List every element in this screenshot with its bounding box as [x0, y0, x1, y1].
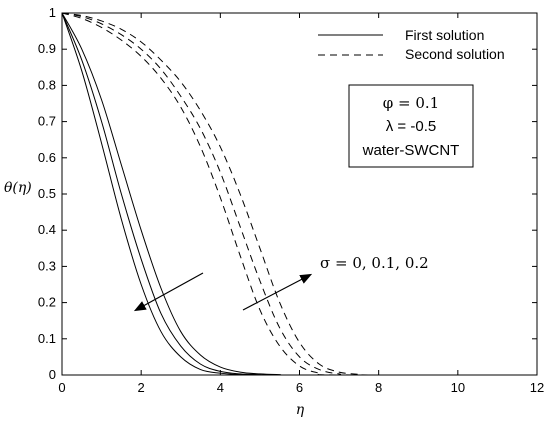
axis-ticks [61, 12, 538, 376]
x-tick-label: 10 [451, 380, 465, 395]
second-solution-curve-1 [61, 12, 537, 376]
y-tick-label: 0.3 [38, 258, 56, 273]
tick-labels: 0 2 4 6 8 10 12 0 0.1 0.2 0.3 0.4 0.5 0.6 0.7 0.8 0.9 1 [38, 5, 544, 395]
plot-frame [61, 12, 538, 376]
x-tick-label: 0 [58, 380, 65, 395]
x-axis-label: η [296, 402, 305, 418]
x-tick-label: 4 [217, 380, 224, 395]
parameter-fluid: water-SWCNT [362, 142, 460, 159]
y-axis-label: θ(η) [4, 180, 32, 196]
first-solution-curve-3 [61, 12, 537, 376]
first-solution-curve-2 [61, 12, 537, 376]
y-tick-label: 0.8 [38, 77, 56, 92]
sigma-annotation: σ = 0, 0.1, 0.2 [320, 254, 429, 272]
x-tick-label: 6 [296, 380, 303, 395]
legend-box [312, 22, 522, 66]
y-tick-label: 0.6 [38, 150, 56, 165]
parameter-box: φ = 0.1 λ = -0.5 water-SWCNT [348, 84, 474, 168]
legend: First solution Second solution [312, 22, 522, 66]
parameter-lambda: λ = -0.5 [386, 118, 436, 135]
y-tick-label: 0.5 [38, 186, 56, 201]
x-tick-label: 12 [530, 380, 544, 395]
y-tick-label: 0.1 [38, 331, 56, 346]
y-tick-label: 0.4 [38, 222, 56, 237]
second-solution-curve-3 [61, 12, 537, 376]
y-tick-label: 0.9 [38, 41, 56, 56]
parameter-box-frame [348, 84, 474, 168]
curves [61, 12, 537, 376]
legend-label-second-solution: Second solution [405, 46, 505, 62]
x-tick-label: 8 [375, 380, 382, 395]
legend-label-first-solution: First solution [405, 27, 484, 43]
parameter-phi: φ = 0.1 [383, 94, 439, 112]
y-tick-label: 0.7 [38, 114, 56, 129]
y-tick-label: 1 [49, 5, 56, 20]
arrow-second-solution [242, 273, 313, 311]
x-tick-label: 2 [138, 380, 145, 395]
y-tick-label: 0 [49, 367, 56, 382]
arrow-first-solution [133, 272, 204, 312]
second-solution-curve-2 [61, 12, 537, 376]
y-tick-label: 0.2 [38, 295, 56, 310]
first-solution-curve-1 [61, 12, 537, 376]
